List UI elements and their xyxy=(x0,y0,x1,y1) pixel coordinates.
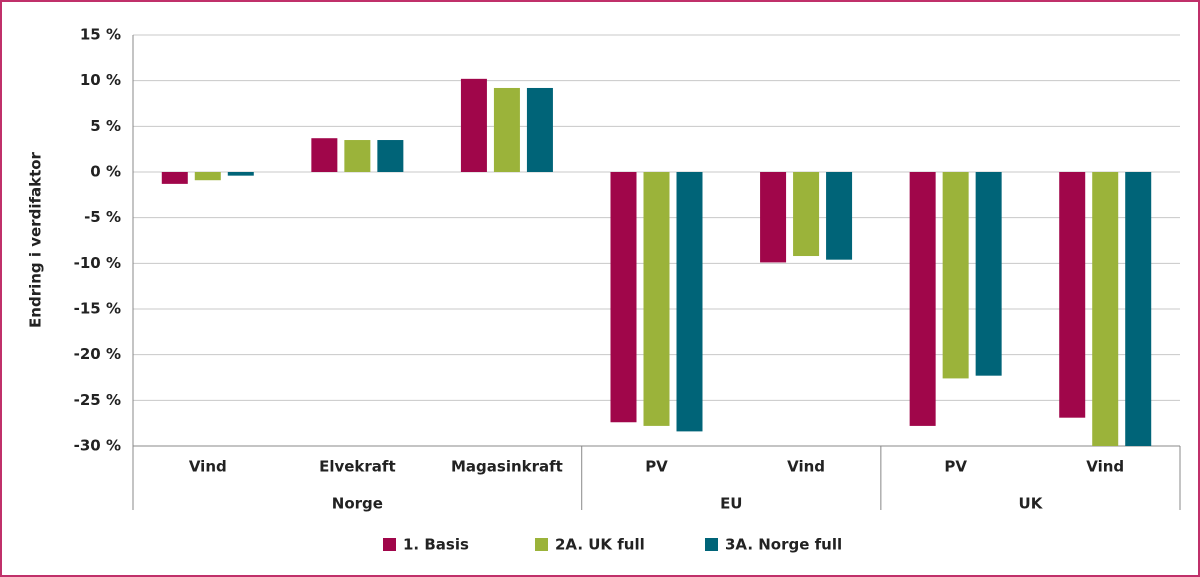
bar xyxy=(1125,172,1152,446)
bar xyxy=(1059,172,1086,418)
group-label: UK xyxy=(1019,495,1044,513)
bar xyxy=(1092,172,1119,446)
y-tick-label: 15 % xyxy=(80,26,121,44)
bar xyxy=(227,172,254,176)
bar xyxy=(760,172,787,263)
y-tick-label: 0 % xyxy=(90,163,121,181)
group-label: EU xyxy=(720,495,742,513)
x-tick-label: Vind xyxy=(787,458,825,476)
bar xyxy=(493,87,520,172)
bar xyxy=(909,172,936,426)
y-tick-label: -10 % xyxy=(74,254,121,272)
bar xyxy=(377,140,404,172)
bar xyxy=(344,140,371,172)
bar xyxy=(676,172,703,432)
bar xyxy=(643,172,670,426)
legend-swatch xyxy=(383,538,396,551)
group-label: Norge xyxy=(332,495,383,513)
y-tick-label: -30 % xyxy=(74,437,121,455)
legend-label: 1. Basis xyxy=(403,536,469,554)
y-tick-label: -20 % xyxy=(74,345,121,363)
legend-swatch xyxy=(535,538,548,551)
legend-swatch xyxy=(705,538,718,551)
y-tick-label: 5 % xyxy=(90,117,121,135)
bar xyxy=(161,172,188,184)
y-tick-label: -15 % xyxy=(74,300,121,318)
y-axis-label: Endring i verdifaktor xyxy=(27,151,45,328)
legend-label: 3A. Norge full xyxy=(725,536,842,554)
x-tick-label: PV xyxy=(944,458,967,476)
bar xyxy=(526,87,553,172)
y-tick-label: -25 % xyxy=(74,391,121,409)
x-tick-label: Vind xyxy=(1086,458,1124,476)
bar xyxy=(311,138,338,172)
bar xyxy=(793,172,820,257)
y-tick-label: -5 % xyxy=(84,208,121,226)
x-tick-label: PV xyxy=(645,458,668,476)
bar xyxy=(194,172,221,181)
bar xyxy=(460,78,487,172)
x-tick-label: Vind xyxy=(189,458,227,476)
x-tick-label: Magasinkraft xyxy=(451,458,563,476)
y-tick-label: 10 % xyxy=(80,71,121,89)
bar xyxy=(826,172,853,260)
x-tick-label: Elvekraft xyxy=(319,458,396,476)
legend-label: 2A. UK full xyxy=(555,536,645,554)
bar xyxy=(975,172,1002,376)
bar xyxy=(942,172,969,379)
bar xyxy=(610,172,637,423)
